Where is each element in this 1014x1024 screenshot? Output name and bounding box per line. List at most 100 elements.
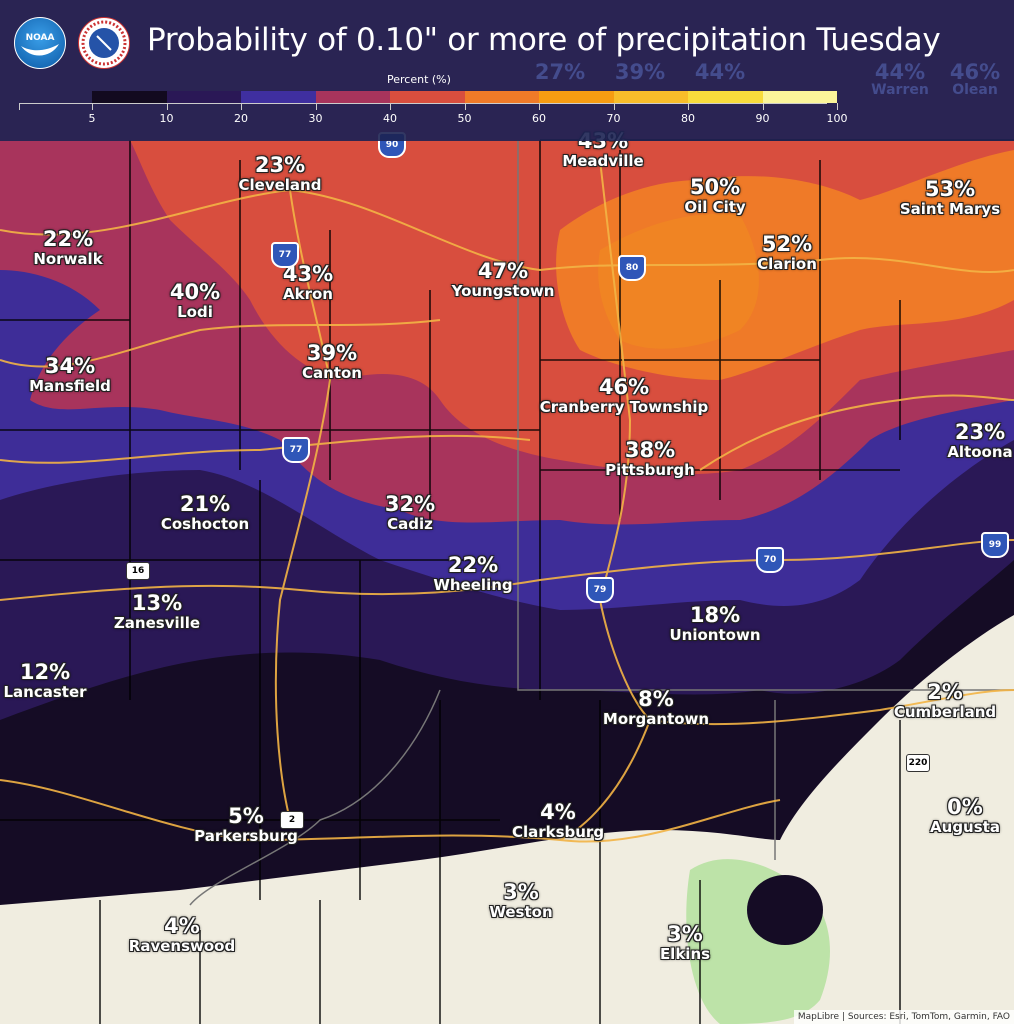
legend-swatch xyxy=(762,91,837,103)
probability-value: 4% xyxy=(164,914,200,938)
place-label: 3% Weston xyxy=(489,881,552,921)
place-label: 2% Cumberland xyxy=(894,681,996,721)
place-label: 43% Akron xyxy=(283,263,333,303)
legend-tick xyxy=(92,103,93,110)
svg-text:NOAA: NOAA xyxy=(26,33,55,43)
probability-value: 18% xyxy=(689,603,741,627)
probability-value: 32% xyxy=(384,492,436,516)
nws-logo xyxy=(78,17,130,69)
legend-tick xyxy=(166,103,168,110)
place-label: 4% Ravenswood xyxy=(129,915,235,955)
probability-value: 21% xyxy=(179,492,231,516)
place-label: 23% Cleveland xyxy=(239,154,322,194)
legend-tick xyxy=(539,103,540,110)
city-name: Altoona xyxy=(947,443,1013,461)
city-name: Cleveland xyxy=(238,176,322,194)
probability-value: 3% xyxy=(503,880,539,904)
legend-tick-label: 100 xyxy=(826,112,848,125)
probability-value: 46% xyxy=(598,375,650,399)
probability-value: 22% xyxy=(447,553,499,577)
highway-shield-icon: 77 xyxy=(271,242,299,268)
legend-swatch xyxy=(464,91,539,103)
city-name: Elkins xyxy=(659,945,711,963)
probability-value: 52% xyxy=(761,232,813,256)
map-title: Probability of 0.10" or more of precipit… xyxy=(147,22,941,58)
probability-value: 39% xyxy=(306,341,358,365)
place-label: 12% Lancaster xyxy=(3,661,86,701)
faded-label: 44% Warren xyxy=(871,60,929,98)
place-label: 0% Augusta xyxy=(930,796,1000,836)
place-label: 18% Uniontown xyxy=(670,604,761,644)
header-panel: 27% 44% 46% Olean 39% 44% Warren NOAA Probabil… xyxy=(0,0,1014,141)
city-name: Canton xyxy=(302,364,362,382)
map-attribution[interactable]: MapLibre | Sources: Esri, TomTom, Garmin… xyxy=(793,1010,1014,1024)
probability-value: 3% xyxy=(667,922,703,946)
place-label: 38% Pittsburgh xyxy=(605,439,695,479)
place-label: 22% Norwalk xyxy=(33,228,102,268)
city-name: Clarksburg xyxy=(511,823,605,841)
place-label: 40% Lodi xyxy=(170,281,220,321)
probability-value: 13% xyxy=(131,591,183,615)
place-label: 32% Cadiz xyxy=(385,493,435,533)
place-label: 50% Oil City xyxy=(684,176,745,216)
place-label: 52% Clarion xyxy=(757,233,817,273)
city-name: Morgantown xyxy=(602,710,710,728)
band-60-70 xyxy=(598,213,759,349)
legend-tick xyxy=(390,103,391,110)
legend-swatch xyxy=(390,91,465,103)
legend-tick xyxy=(464,103,466,110)
lake-area xyxy=(747,875,823,945)
city-name: Weston xyxy=(489,903,553,921)
city-name: Coshocton xyxy=(160,515,250,533)
probability-value: 50% xyxy=(689,175,741,199)
city-name: Cadiz xyxy=(387,515,433,533)
place-label: 8% Morgantown xyxy=(603,688,709,728)
city-name: Oil City xyxy=(684,198,746,216)
faded-label: 27% xyxy=(534,60,586,84)
noaa-logo: NOAA xyxy=(14,17,66,69)
city-name: Saint Marys xyxy=(899,200,1001,218)
place-label: 47% Youngstown xyxy=(452,260,555,300)
probability-value: 53% xyxy=(924,177,976,201)
legend-tick-label: 90 xyxy=(755,112,770,125)
faded-label: 44% xyxy=(694,60,746,84)
legend-tick xyxy=(688,103,689,110)
probability-value: 43% xyxy=(282,262,334,286)
place-label: 21% Coshocton xyxy=(161,493,249,533)
legend-tick xyxy=(19,103,20,110)
city-name: Lancaster xyxy=(3,683,87,701)
city-name: Pittsburgh xyxy=(605,461,695,479)
legend-tick-label: 30 xyxy=(308,112,323,125)
place-label: 5% Parkersburg xyxy=(194,805,298,845)
city-name: Augusta xyxy=(930,818,1000,836)
place-label: 13% Zanesville xyxy=(114,592,200,632)
highway-shield-icon: 16 xyxy=(126,562,150,580)
city-name: Mansfield xyxy=(29,377,111,395)
state-lines xyxy=(189,140,1014,906)
city-name: Parkersburg xyxy=(194,827,298,845)
legend-color-bar xyxy=(92,91,837,103)
highway-shield-icon: 79 xyxy=(586,577,614,603)
legend-tick-label: 20 xyxy=(234,112,248,125)
probability-value: 8% xyxy=(638,687,674,711)
probability-value: 0% xyxy=(947,795,983,819)
highway-shield-icon: 220 xyxy=(906,754,930,772)
probability-value: 12% xyxy=(19,660,71,684)
legend-tick xyxy=(241,103,242,110)
probability-value: 38% xyxy=(624,438,676,462)
legend-swatch xyxy=(241,91,316,103)
place-label: 34% Mansfield xyxy=(29,355,111,395)
city-name: Norwalk xyxy=(33,250,103,268)
probability-value: 34% xyxy=(44,354,96,378)
legend-axis xyxy=(19,103,827,104)
place-label: 23% Altoona xyxy=(947,421,1012,461)
faded-label: 46% Olean xyxy=(949,60,1001,98)
legend-swatch xyxy=(92,91,167,103)
city-name: Youngstown xyxy=(451,282,555,300)
highway-shield-icon: 99 xyxy=(981,532,1009,558)
legend-swatch xyxy=(539,91,614,103)
legend-tick-label: 5 xyxy=(88,112,96,125)
highway-shield-icon: 80 xyxy=(618,255,646,281)
probability-value: 40% xyxy=(169,280,221,304)
